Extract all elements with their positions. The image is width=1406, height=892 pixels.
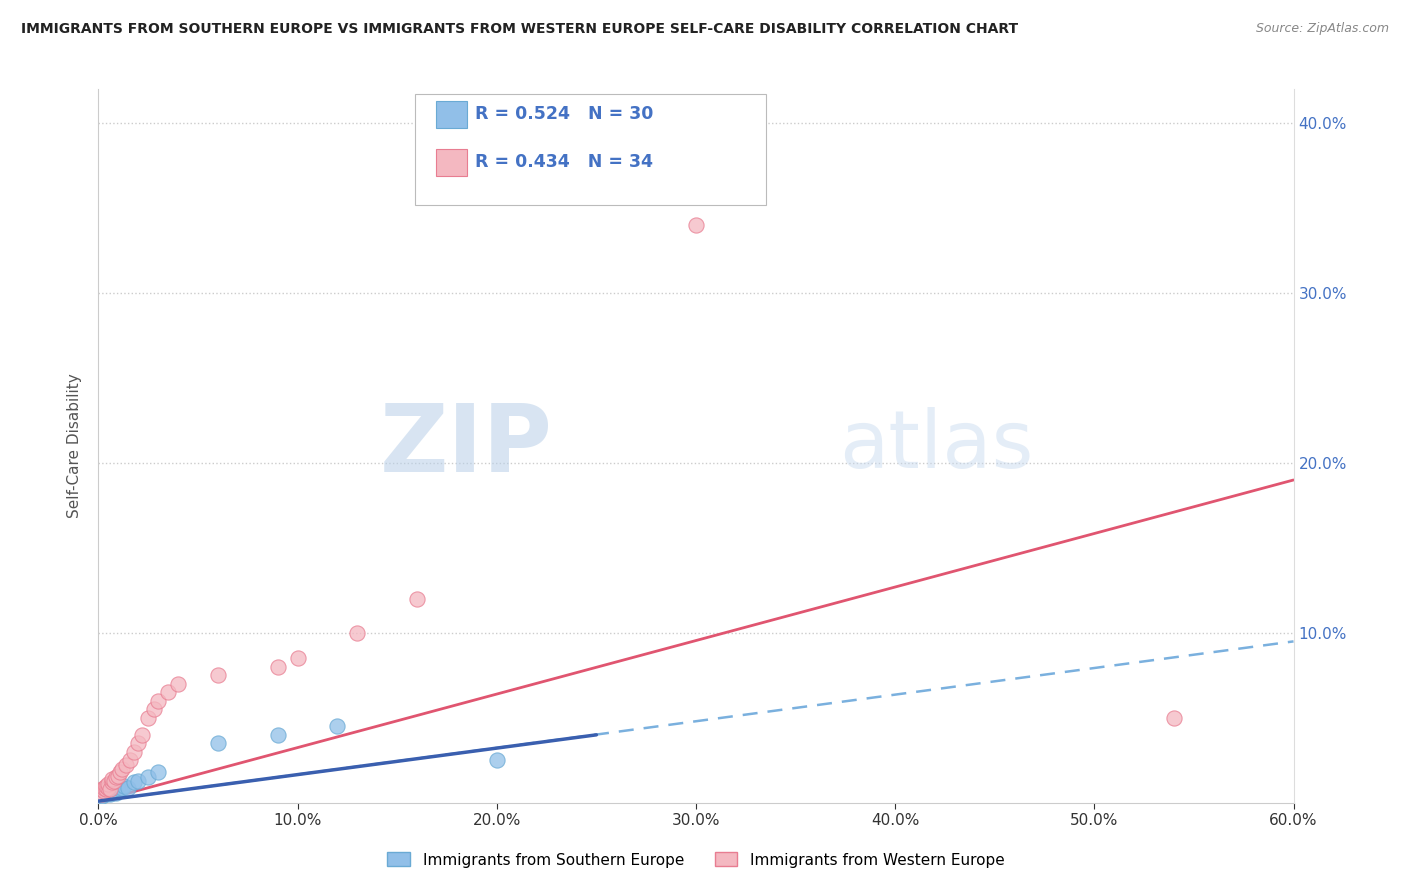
- Point: [157, 685, 180, 699]
- Point: [143, 702, 166, 716]
- Legend: Immigrants from Southern Europe, Immigrants from Western Europe: Immigrants from Southern Europe, Immigra…: [381, 847, 1011, 873]
- Point: [98, 784, 122, 798]
- Point: [110, 782, 132, 797]
- Point: [97, 784, 120, 798]
- Point: [111, 780, 134, 795]
- Point: [101, 775, 124, 789]
- Point: [101, 786, 124, 800]
- Text: R = 0.434   N = 34: R = 0.434 N = 34: [475, 153, 654, 171]
- Point: [127, 773, 149, 788]
- Point: [207, 736, 229, 750]
- Point: [287, 651, 309, 665]
- Point: [124, 745, 146, 759]
- Point: [101, 772, 124, 786]
- Point: [124, 775, 146, 789]
- Point: [103, 782, 125, 797]
- Point: [105, 770, 128, 784]
- Point: [97, 786, 120, 800]
- Point: [96, 782, 118, 797]
- Point: [110, 765, 132, 780]
- Text: R = 0.524   N = 30: R = 0.524 N = 30: [475, 105, 654, 123]
- Point: [111, 762, 134, 776]
- Y-axis label: Self-Care Disability: Self-Care Disability: [67, 374, 83, 518]
- Point: [105, 786, 128, 800]
- Text: IMMIGRANTS FROM SOUTHERN EUROPE VS IMMIGRANTS FROM WESTERN EUROPE SELF-CARE DISA: IMMIGRANTS FROM SOUTHERN EUROPE VS IMMIG…: [21, 22, 1018, 37]
- Point: [115, 758, 138, 772]
- Point: [207, 668, 229, 682]
- Point: [93, 784, 115, 798]
- Point: [346, 626, 368, 640]
- Point: [326, 719, 349, 733]
- Point: [97, 780, 120, 795]
- Point: [485, 753, 508, 767]
- Point: [136, 770, 159, 784]
- Point: [93, 780, 115, 795]
- Point: [1163, 711, 1185, 725]
- Point: [93, 784, 115, 798]
- Point: [685, 218, 707, 232]
- Point: [91, 782, 114, 797]
- Point: [89, 787, 111, 801]
- Point: [96, 787, 118, 801]
- Point: [101, 782, 124, 797]
- Point: [98, 787, 122, 801]
- Point: [107, 784, 129, 798]
- Text: ZIP: ZIP: [380, 400, 553, 492]
- Point: [97, 777, 120, 791]
- Point: [93, 787, 115, 801]
- Point: [267, 660, 290, 674]
- Point: [107, 780, 129, 795]
- Point: [89, 786, 111, 800]
- Point: [107, 769, 129, 783]
- Point: [112, 779, 135, 793]
- Point: [167, 677, 190, 691]
- Point: [103, 784, 125, 798]
- Point: [120, 753, 142, 767]
- Point: [148, 765, 170, 780]
- Point: [131, 728, 153, 742]
- Point: [98, 782, 122, 797]
- Point: [91, 789, 114, 803]
- Point: [96, 786, 118, 800]
- Point: [267, 728, 290, 742]
- Text: atlas: atlas: [839, 407, 1033, 485]
- Point: [148, 694, 170, 708]
- Point: [127, 736, 149, 750]
- Text: Source: ZipAtlas.com: Source: ZipAtlas.com: [1256, 22, 1389, 36]
- Point: [117, 780, 139, 795]
- Point: [96, 779, 118, 793]
- Point: [103, 773, 125, 788]
- Point: [91, 787, 114, 801]
- Point: [91, 786, 114, 800]
- Point: [406, 591, 429, 606]
- Point: [136, 711, 159, 725]
